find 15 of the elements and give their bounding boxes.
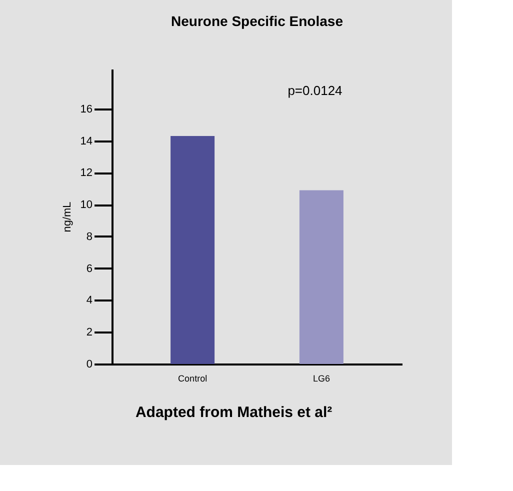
chart-title: Neurone Specific Enolase [171,13,344,29]
y-axis-title: ng/mL [61,202,74,232]
text: Adapted from Matheis et al² [135,404,332,421]
y-tick-label: 10 [80,199,92,212]
y-tick-label: 8 [86,230,92,243]
x-tick-label: LG6 [312,374,330,384]
y-tick-label: 14 [80,135,92,148]
y-tick-label: 6 [86,262,92,275]
annotation: p=0.0124 [288,83,342,98]
x-tick-label: Control [178,374,208,384]
y-tick-label: 4 [86,294,92,307]
y-tick-label: 12 [80,167,92,180]
y-tick-label: 16 [80,103,92,116]
y-tick-label: 2 [86,326,92,339]
y-tick-label: 0 [86,358,92,370]
